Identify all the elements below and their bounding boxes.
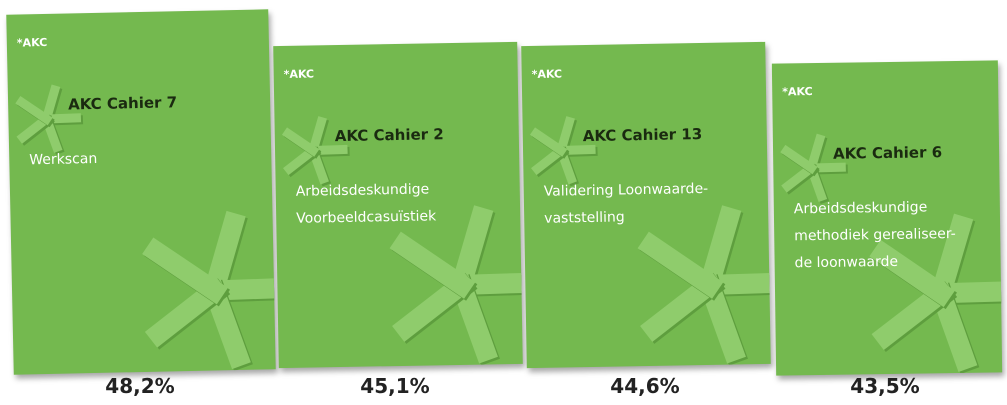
score-label: 43,5% <box>785 374 985 398</box>
cover-art <box>772 60 1002 375</box>
series-title: AKC Cahier 7 <box>68 93 177 113</box>
cover-title-line: Arbeidsdeskundige <box>794 199 928 217</box>
score-label: 44,6% <box>545 374 745 398</box>
cover-art <box>6 9 275 374</box>
series-title: AKC Cahier 6 <box>833 143 942 163</box>
book-cover: *AKC AKC Cahier 7 Werkscan <box>6 9 275 374</box>
score-label: 48,2% <box>40 374 240 398</box>
cover-art <box>521 42 771 368</box>
asterisk-arm <box>156 250 214 292</box>
cover-title-line: vaststelling <box>544 209 625 226</box>
asterisk-arm <box>404 245 462 286</box>
score-label: 45,1% <box>295 374 495 398</box>
page: *AKC AKC Cahier 7 Werkscan 48,2% *AKC AKC Cah… <box>0 0 1007 405</box>
logo: *AKC <box>17 36 48 50</box>
book-cover: *AKC AKC Cahier 13 Validering Loonwaarde-v… <box>521 42 771 368</box>
series-title: AKC Cahier 2 <box>335 125 444 145</box>
cover-title-line: Voorbeeldcasuïstiek <box>296 208 436 226</box>
cover-title-line: Validering Loonwaarde- <box>544 181 709 200</box>
cover-art <box>273 42 523 368</box>
asterisk-arm <box>652 245 710 286</box>
logo: *AKC <box>284 67 315 81</box>
cover-title-line: Arbeidsdeskundige <box>296 181 430 199</box>
logo: *AKC <box>532 67 563 81</box>
logo: *AKC <box>782 85 813 98</box>
cover-title-line: Werkscan <box>29 151 97 168</box>
series-title: AKC Cahier 13 <box>583 125 703 145</box>
book-cover: *AKC AKC Cahier 6 Arbeidsdeskundige methodi… <box>772 60 1002 375</box>
cover-title-line: de loonwaarde <box>795 254 899 271</box>
book-cover: *AKC AKC Cahier 2 Arbeidsdeskundige Voorbee… <box>273 42 523 368</box>
cover-title-line: methodiek gerealiseer- <box>794 226 956 244</box>
